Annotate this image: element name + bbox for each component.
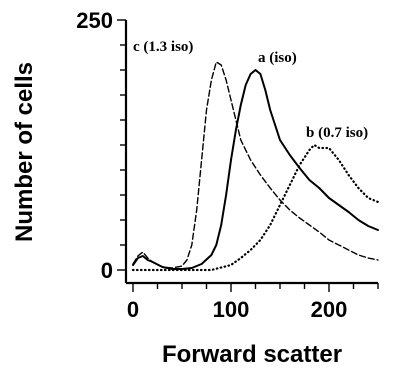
series-line-c (132, 61, 379, 269)
series-label-a: a (iso) (258, 50, 297, 66)
axis-ticks (117, 19, 379, 292)
axes (124, 20, 378, 285)
y-tick-label: 250 (76, 8, 113, 33)
series-label-c: c (1.3 iso) (133, 39, 193, 55)
series-label-b: b (0.7 iso) (306, 125, 368, 141)
y-tick-label: 0 (101, 258, 113, 283)
x-tick-label: 100 (213, 297, 250, 322)
x-axis-label: Forward scatter (162, 341, 342, 368)
x-tick-label: 200 (311, 297, 348, 322)
tick-labels: 0 100 200 0 250 (76, 8, 347, 322)
series-line-b (131, 143, 380, 272)
x-tick-label: 0 (127, 297, 139, 322)
y-axis-label: Number of cells (11, 62, 38, 242)
series-line-a (132, 69, 379, 270)
series-lines (131, 61, 380, 272)
